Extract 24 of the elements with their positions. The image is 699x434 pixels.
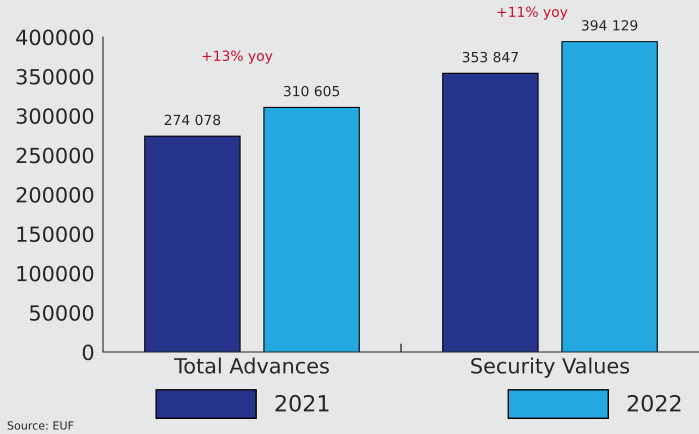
y-tick-label: 200000: [16, 186, 94, 203]
bar: [263, 106, 360, 352]
y-tick-label: 0: [82, 344, 94, 360]
data-label: 310 605: [284, 86, 340, 96]
y-tick-label: 250000: [16, 148, 94, 164]
y-tick-label: 100000: [17, 266, 94, 282]
x-tick-label: Total Advances: [174, 358, 329, 374]
bar: [442, 72, 539, 352]
bar: [561, 41, 658, 352]
y-tick-label: 400000: [16, 29, 94, 46]
data-label: 274 078: [164, 114, 220, 126]
y-tick-label: 50000: [30, 305, 94, 321]
data-label: 353 847: [462, 52, 518, 62]
y-tick-label: 300000: [16, 108, 94, 124]
x-tick-label: Security Values: [471, 358, 630, 378]
y-tick-label: 350000: [16, 68, 94, 85]
bar: [144, 136, 241, 352]
source-note: Source: EUF: [8, 421, 74, 430]
y-tick-label: 150000: [17, 226, 94, 242]
annotation: +13% yoy: [202, 50, 273, 64]
legend-label: 2022: [628, 394, 680, 412]
text: +11% yoy: [498, 6, 568, 20]
legend-label: 2021: [276, 394, 328, 412]
data-label: 394 129: [582, 20, 638, 31]
